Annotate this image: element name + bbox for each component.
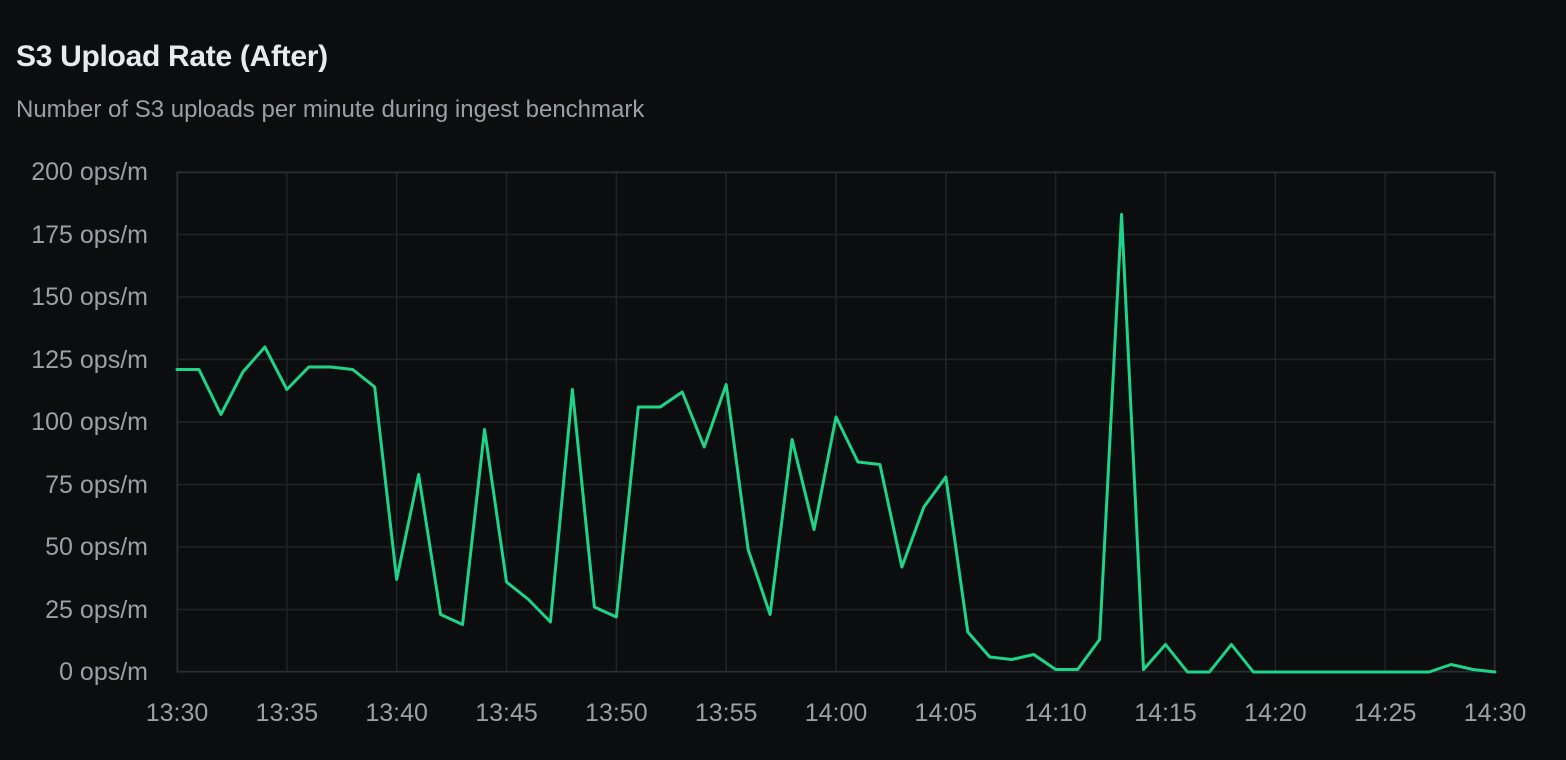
x-axis-tick-label: 14:30 [1463,699,1527,727]
y-axis-tick-label: 100 ops/m [31,408,148,436]
x-axis-tick-label: 14:05 [914,699,978,727]
x-axis-tick-label: 13:35 [255,699,319,727]
x-axis-tick-label: 13:40 [365,699,428,727]
y-axis-tick-label: 150 ops/m [31,283,148,311]
y-axis-tick-label: 50 ops/m [45,533,148,561]
y-axis-tick-label: 125 ops/m [31,345,148,374]
plot-area[interactable] [175,171,1497,674]
y-axis-tick-label: 175 ops/m [31,220,148,249]
y-axis-tick-label: 25 ops/m [45,595,148,624]
x-axis-tick-label: 14:10 [1024,699,1087,727]
y-axis-tick-label: 75 ops/m [45,470,148,499]
plot-border [176,171,1496,673]
x-axis-tick-label: 13:50 [585,699,648,727]
panel-subtitle: Number of S3 uploads per minute during i… [16,96,645,123]
x-axis-tick-label: 13:45 [475,699,538,727]
series-line [175,213,1497,674]
x-axis-tick-label: 14:15 [1134,699,1197,727]
x-axis-tick-label: 14:00 [804,699,868,727]
y-axis-tick-label: 200 ops/m [31,158,148,186]
chart-svg [175,171,1497,674]
panel-title: S3 Upload Rate (After) [16,40,328,73]
y-axis-tick-label: 0 ops/m [59,658,148,686]
x-axis-tick-label: 14:20 [1244,699,1307,727]
x-axis-tick-label: 13:55 [694,699,758,727]
x-axis-tick-label: 14:25 [1353,699,1417,727]
x-axis-tick-label: 13:30 [145,699,209,727]
